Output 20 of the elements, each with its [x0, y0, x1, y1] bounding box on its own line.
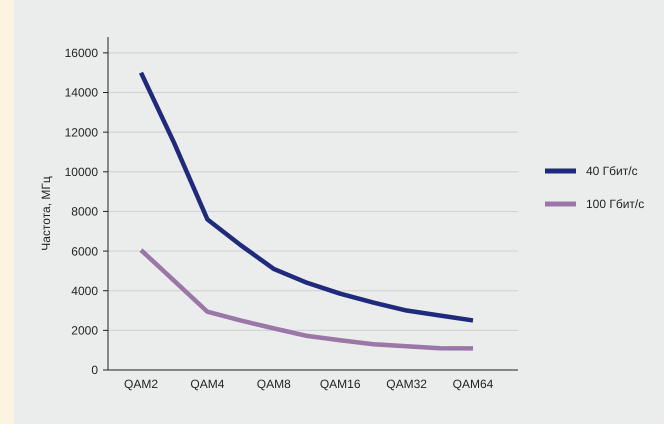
y-tick-label: 0 — [91, 363, 98, 378]
y-axis-title: Частота, МГц — [39, 176, 53, 251]
x-tick-label: QAM4 — [190, 377, 225, 391]
y-tick-label: 14000 — [64, 86, 98, 100]
y-tick-label: 2000 — [71, 324, 98, 338]
y-tick-label: 4000 — [71, 284, 98, 298]
x-tick-label: QAM2 — [124, 377, 158, 391]
y-tick-label: 12000 — [64, 125, 98, 140]
y-tick-label: 10000 — [64, 164, 98, 179]
legend-label: 100 Гбит/с — [586, 197, 644, 212]
y-tick-label: 8000 — [71, 204, 98, 219]
y-tick-label: 16000 — [64, 46, 98, 60]
y-tick-label: 6000 — [71, 244, 98, 258]
x-tick-label: QAM8 — [256, 377, 292, 391]
x-tick-label: QAM64 — [452, 377, 494, 391]
x-tick-label: QAM32 — [386, 377, 428, 391]
line-series — [138, 248, 476, 351]
legend-label: 40 Гбит/с — [586, 164, 638, 178]
line-series — [138, 70, 476, 323]
x-tick-label: QAM16 — [320, 377, 361, 391]
